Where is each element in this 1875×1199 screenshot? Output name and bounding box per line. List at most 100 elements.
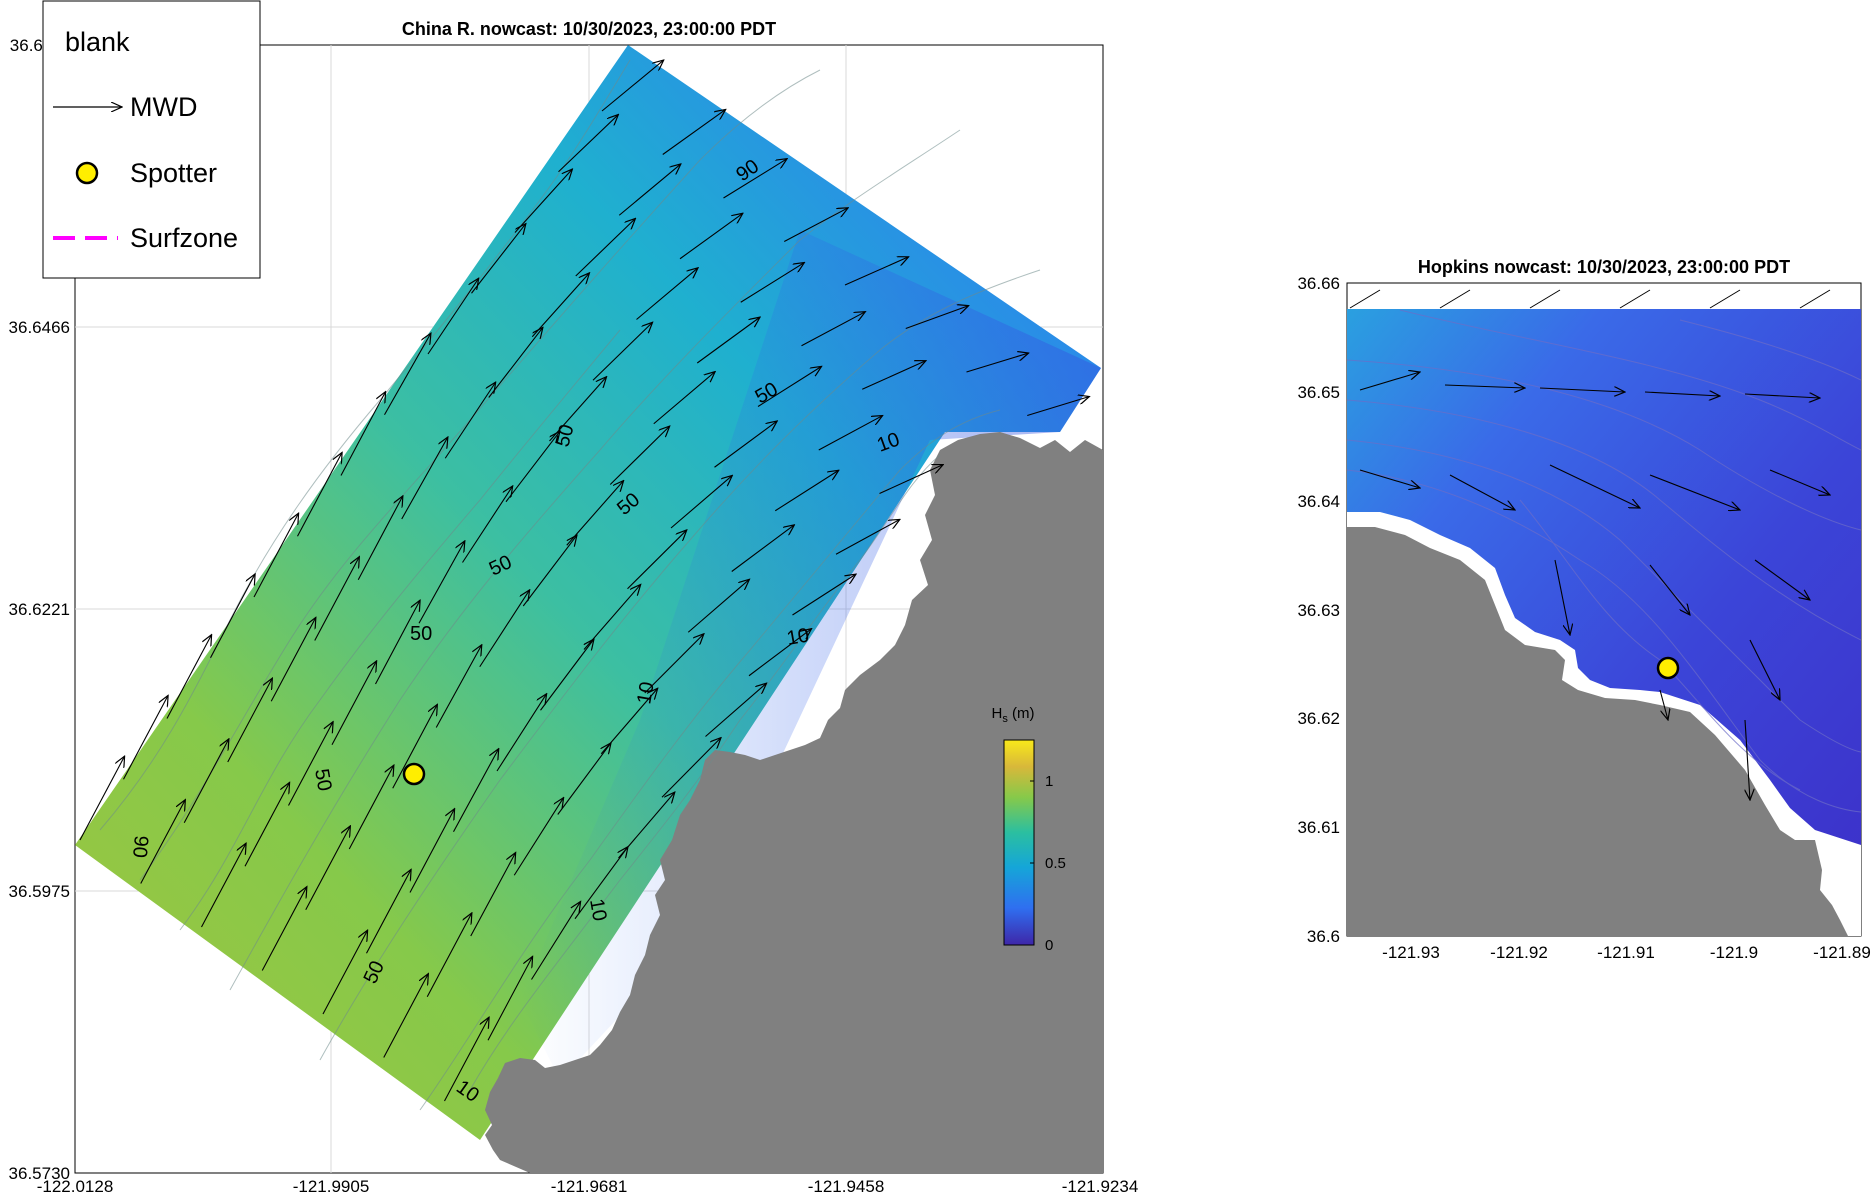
mwd-arrow [140,800,186,884]
mwd-arrow [444,1017,490,1102]
mwd-arrow [375,600,421,685]
mwd-arrow [435,645,482,728]
mwd-arrow [740,263,805,303]
hopkins-spotter-marker[interactable] [1656,656,1680,680]
y-tick-label: 36.64 [1297,492,1340,511]
mwd-arrow [687,579,749,633]
mwd-arrow [487,956,533,1041]
mwd-arrow [1359,469,1420,488]
mwd-arrow [966,353,1029,373]
mwd-arrow [1539,388,1625,392]
contour-label: 50 [310,767,336,793]
mwd-arrow [731,525,795,572]
mwd-arrow [514,169,572,233]
china-mwd-arrows [79,60,1089,1102]
mwd-arrow [1754,559,1810,600]
mwd-arrow [383,974,429,1058]
mwd-arrow [705,683,767,737]
mwd-arrow [426,913,472,998]
mwd-arrow [531,273,589,338]
contour-label: 50 [410,623,432,645]
colorbar-tick: 0.5 [1045,855,1066,872]
mwd-arrow [1749,639,1780,700]
mwd-arrow [549,377,607,442]
mwd-arrow [166,635,212,719]
hopkins-y-ticks: 36.66 36.65 36.64 36.63 36.62 36.61 36.6 [1297,274,1340,946]
mwd-arrow [453,749,499,833]
mwd-arrow [1659,689,1668,720]
mwd-arrow [244,782,290,867]
y-tick-label: 36.66 [1297,274,1340,293]
mwd-arrow [566,481,624,546]
mwd-arrow [792,574,856,616]
mwd-arrow [670,475,732,529]
mwd-arrow [261,887,307,971]
mwd-arrow [1649,474,1740,510]
y-tick-label: 36.6 [1307,927,1340,946]
mwd-arrow [1644,392,1720,396]
mwd-arrow [1745,719,1750,800]
mwd-arrow [714,421,778,468]
x-tick-label: -121.9681 [551,1177,628,1194]
mwd-arrow [627,530,687,590]
mwd-arrow [1359,372,1420,391]
mwd-arrow [1027,396,1089,417]
mwd-arrow [1549,464,1640,508]
mwd-arrow [574,847,628,920]
mwd-arrow [774,470,839,512]
mwd-arrow [462,486,513,563]
mwd-arrow [513,798,563,876]
mwd-arrow [1444,385,1525,388]
mwd-arrow [1769,469,1830,495]
mwd-arrow [844,257,909,286]
legend-title: blank [65,27,130,57]
mwd-arrow [557,743,611,815]
map-legend: blank MWD Spotter Surfzone [42,0,261,279]
mwd-arrow [835,519,900,555]
x-tick-label: -121.9234 [1062,1177,1139,1194]
china-contour-labels: 90 50 50 50 50 50 50 10 10 10 10 50 10 9… [128,155,903,1107]
mwd-arrow [1449,474,1515,510]
mwd-arrow [540,639,594,711]
mwd-arrow [818,416,883,451]
mwd-arrow [592,322,653,381]
legend-item-label: Surfzone [130,223,238,253]
mwd-arrow [609,426,669,485]
x-tick-label: -121.9458 [808,1177,885,1194]
mwd-arrow [418,541,465,624]
mwd-arrow [123,695,169,780]
mwd-arrow [601,60,664,112]
mwd-arrow [662,109,726,155]
hopkins-map-panel: Hopkins nowcast: 10/30/2023, 23:00:00 PD… [1297,257,1870,962]
y-tick-label: 36.5975 [9,882,70,901]
china-land [485,432,1103,1173]
mwd-arrow [505,431,560,503]
mwd-arrow [340,392,386,476]
china-spotter-marker[interactable] [402,762,426,786]
hopkins-map-title: Hopkins nowcast: 10/30/2023, 23:00:00 PD… [1418,257,1790,277]
legend-item-label: Spotter [130,158,217,188]
mwd-arrow [618,792,675,859]
mwd-arrow [227,678,273,763]
y-tick-label: 36.5730 [9,1164,70,1183]
mwd-arrow [384,333,431,416]
mwd-arrow [270,617,316,702]
y-tick-label: 36.6466 [9,318,70,337]
mwd-arrow [618,164,681,216]
mwd-arrow [470,852,516,937]
mwd-arrow [644,634,704,694]
mwd-arrow [862,361,926,390]
mwd-arrow [357,496,403,581]
x-tick-label: -121.9 [1710,943,1758,962]
x-tick-label: -121.91 [1597,943,1655,962]
hopkins-mwd-arrows [1359,372,1830,800]
y-tick-label: 36.61 [1297,818,1340,837]
mwd-arrow [331,661,377,746]
hopkins-x-ticks: -121.93 -121.92 -121.91 -121.9 -121.89 [1382,943,1871,962]
hopkins-top-arrows [1349,289,1831,309]
mwd-arrow [783,208,848,242]
mwd-arrow [653,372,715,425]
mwd-arrow [253,513,299,598]
china-map-panel: 90 50 50 50 50 50 50 10 10 10 10 50 10 9… [9,0,1139,1196]
mwd-arrow [401,437,448,520]
